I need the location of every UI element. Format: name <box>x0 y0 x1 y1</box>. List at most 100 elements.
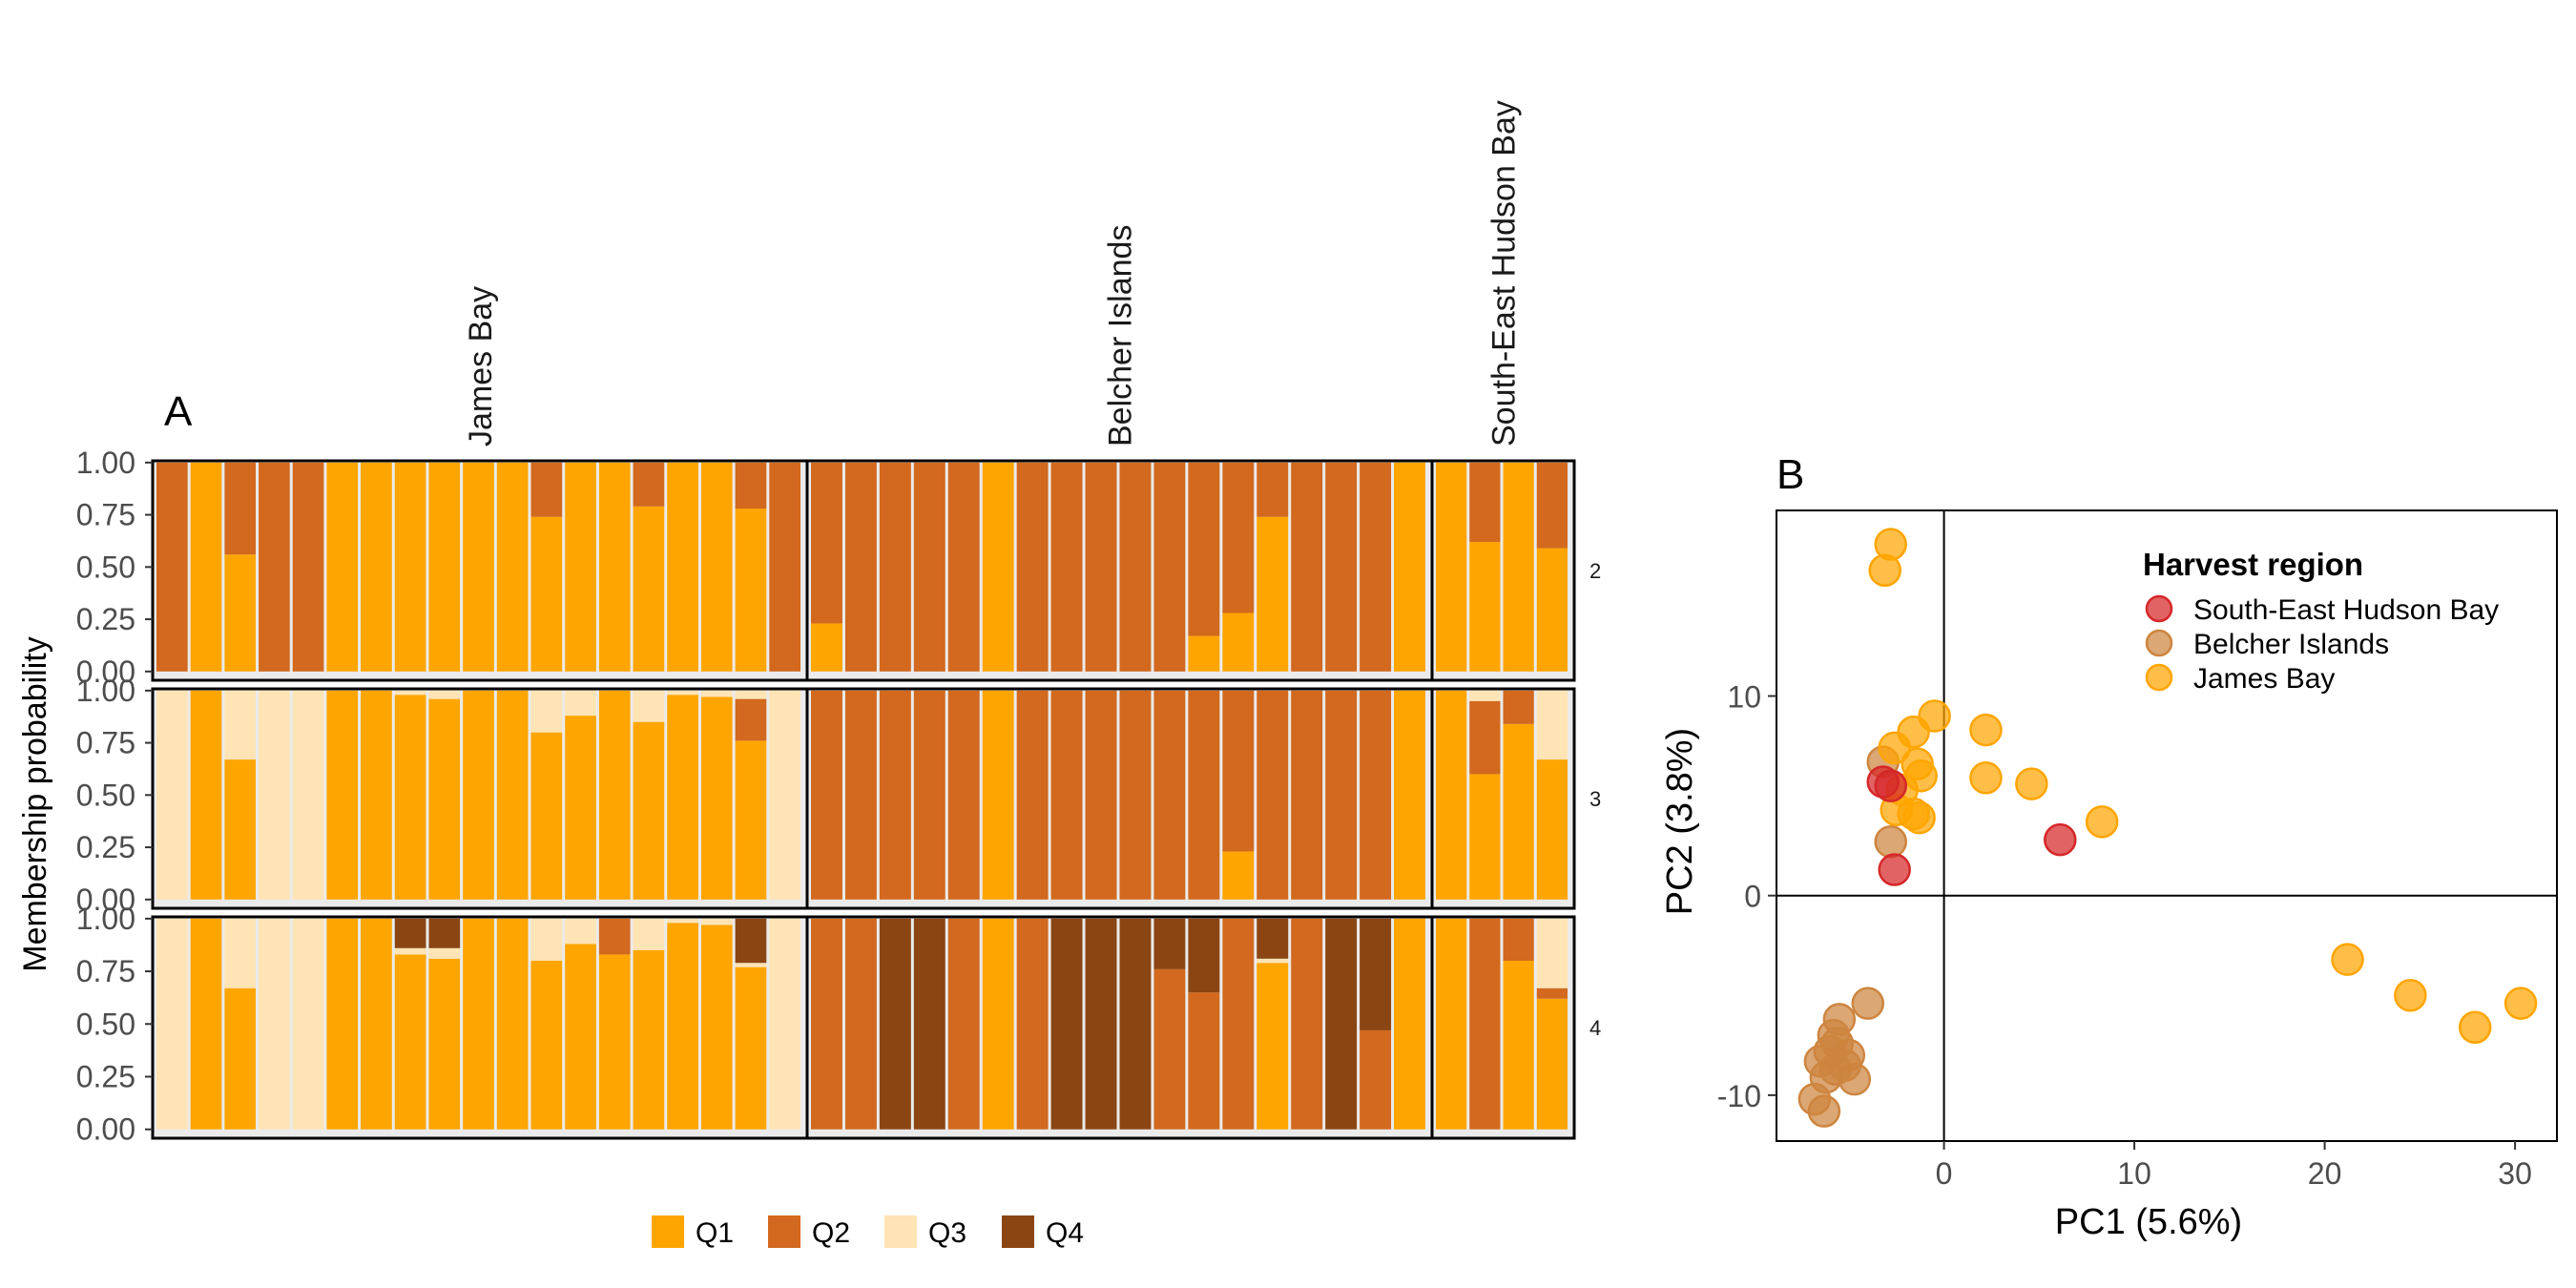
bar-segment <box>1188 635 1220 672</box>
facet-strip-label: Belcher Islands <box>1103 225 1139 447</box>
bar-segment <box>565 690 596 717</box>
bar-segment <box>1536 759 1568 900</box>
bar-segment <box>1291 462 1323 672</box>
legend-title: Harvest region <box>2143 547 2363 582</box>
bar-segment <box>463 918 494 1130</box>
bar-segment <box>156 690 188 900</box>
bar-segment <box>394 918 426 948</box>
facet-panel-border <box>1430 687 1576 910</box>
bar-segment <box>1153 918 1186 969</box>
bar-segment <box>1085 462 1117 672</box>
y-tick-label: -10 <box>1717 1079 1761 1113</box>
y-tick-label: 0.50 <box>76 778 135 812</box>
bar-segment <box>1360 690 1392 900</box>
bar-segment <box>190 462 222 672</box>
plot-frame <box>1776 509 2558 1142</box>
bar-segment <box>879 918 911 1130</box>
bar-segment <box>326 690 359 900</box>
legend-key <box>768 1215 800 1248</box>
bar-segment <box>982 918 1014 1130</box>
bar-segment <box>1257 690 1289 900</box>
scatter-point <box>1901 747 1934 780</box>
bar-segment <box>1291 918 1323 1130</box>
legend-key <box>2145 594 2173 623</box>
bar-segment <box>667 918 698 924</box>
bar-segment <box>1257 963 1289 1130</box>
legend-label: Q4 <box>1046 1217 1084 1249</box>
panel-b-y-axis-label: PC2 (3.8%) <box>1660 728 1700 915</box>
panel-a-label: A <box>164 388 193 435</box>
bar-segment <box>598 918 631 955</box>
panel-b-x-axis-label: PC1 (5.6%) <box>2055 1202 2242 1242</box>
y-tick-label: 0.00 <box>76 883 135 917</box>
bar-segment <box>224 690 257 760</box>
bar-segment <box>633 690 665 722</box>
scatter-point <box>1807 1094 1841 1128</box>
bar-segment <box>667 462 698 672</box>
bar-segment <box>1469 462 1501 543</box>
y-tick-label: 0.00 <box>76 654 135 689</box>
y-tick-label: 0.25 <box>76 830 135 864</box>
legend-label: James Bay <box>2193 663 2335 695</box>
bar-segment <box>361 918 392 1130</box>
bar-segment <box>394 954 426 1130</box>
bar-segment <box>428 462 461 672</box>
bar-segment <box>1050 462 1083 672</box>
bar-segment <box>428 958 461 1130</box>
k-label: 3 <box>1589 787 1601 811</box>
bar-segment <box>1325 918 1358 1130</box>
bar-segment <box>1016 918 1049 1130</box>
bar-segment <box>361 462 392 672</box>
bar-segment <box>1436 462 1467 672</box>
y-tick-label: 0 <box>1744 880 1761 914</box>
bar-segment <box>947 690 980 900</box>
facet-strip-labels: James Bay Belcher Islands South-East Hudso… <box>463 100 1523 447</box>
bar-segment <box>879 690 911 900</box>
bar-segment <box>700 924 733 1130</box>
bar-segment <box>156 462 188 672</box>
legend-label: Q1 <box>696 1217 734 1249</box>
scatter-point <box>1897 797 1930 831</box>
bar-segment <box>1085 690 1117 900</box>
k-label: 2 <box>1589 559 1601 583</box>
scatter-point <box>1969 761 2003 795</box>
bar-segment <box>292 462 324 672</box>
bar-segment <box>1153 690 1186 900</box>
bar-segment <box>700 690 733 697</box>
bar-segment <box>1050 690 1083 900</box>
y-tick-label: 10 <box>1727 680 1761 715</box>
bar-segment <box>844 918 877 1130</box>
bar-segment <box>394 462 426 672</box>
bar-segment <box>1257 516 1289 672</box>
y-tick-label: 0.75 <box>76 498 135 532</box>
bar-segment <box>1536 987 1568 999</box>
bar-segment <box>1257 918 1289 959</box>
zero-reference-lines <box>1776 510 2557 1141</box>
x-tick-label: 0 <box>1936 1156 1953 1191</box>
scatter-point <box>2394 979 2427 1012</box>
facet-panel-border <box>1430 459 1576 682</box>
y-tick-label: 0.50 <box>76 550 135 584</box>
bar-segment <box>1436 690 1467 900</box>
legend-label: Belcher Islands <box>2193 629 2389 660</box>
bar-segment <box>394 690 426 696</box>
bar-segment <box>565 716 596 900</box>
bar-segment <box>633 949 665 1130</box>
bar-segment <box>428 918 461 948</box>
x-tick-label: 10 <box>2117 1156 2151 1191</box>
k-row-labels: 2 3 4 <box>1589 559 1601 1040</box>
bar-segment <box>496 462 529 672</box>
bar-segment <box>1153 462 1186 672</box>
bar-segment <box>326 462 359 672</box>
bar-segment <box>811 462 842 624</box>
bar-segment <box>259 918 290 1130</box>
bar-segment <box>735 690 767 699</box>
bar-segment <box>1394 462 1425 672</box>
y-tick-label: 1.00 <box>76 902 135 936</box>
bar-segment <box>1119 918 1152 1130</box>
cluster-legend: Q1 Q2 Q3 Q4 <box>652 1215 1084 1249</box>
bar-segment <box>811 690 842 900</box>
scatter-point <box>2044 822 2077 857</box>
bar-segment <box>190 918 222 1130</box>
